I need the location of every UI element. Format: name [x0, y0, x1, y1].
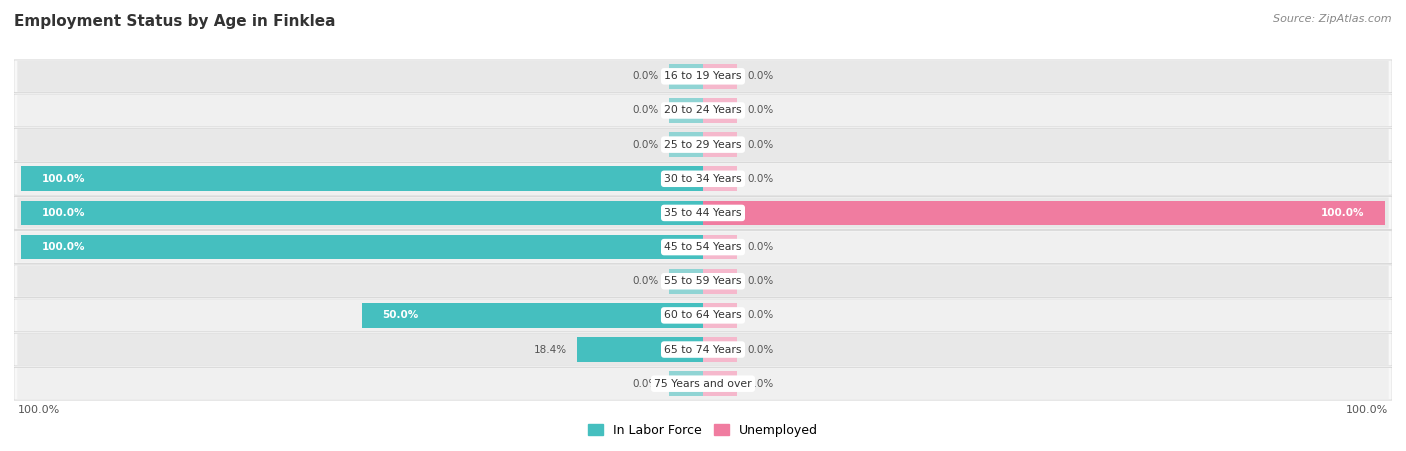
- Text: 35 to 44 Years: 35 to 44 Years: [664, 208, 742, 218]
- Bar: [703, 98, 737, 123]
- Bar: [703, 166, 737, 191]
- FancyBboxPatch shape: [14, 60, 1392, 93]
- Bar: [669, 372, 703, 396]
- Bar: [669, 64, 703, 88]
- Text: 0.0%: 0.0%: [633, 379, 658, 389]
- FancyBboxPatch shape: [14, 128, 1392, 161]
- FancyBboxPatch shape: [14, 231, 1392, 263]
- FancyBboxPatch shape: [17, 129, 1389, 160]
- Text: 0.0%: 0.0%: [748, 379, 773, 389]
- Text: 65 to 74 Years: 65 to 74 Years: [664, 345, 742, 354]
- Bar: [703, 201, 1385, 225]
- Bar: [361, 303, 703, 328]
- Text: 100.0%: 100.0%: [41, 208, 84, 218]
- Text: 100.0%: 100.0%: [1322, 208, 1365, 218]
- Bar: [703, 303, 737, 328]
- Text: 0.0%: 0.0%: [748, 106, 773, 115]
- Bar: [703, 269, 737, 294]
- Text: 25 to 29 Years: 25 to 29 Years: [664, 140, 742, 150]
- Text: 75 Years and over: 75 Years and over: [654, 379, 752, 389]
- Text: Source: ZipAtlas.com: Source: ZipAtlas.com: [1274, 14, 1392, 23]
- FancyBboxPatch shape: [17, 368, 1389, 399]
- Bar: [703, 235, 737, 259]
- Bar: [21, 166, 703, 191]
- Text: 0.0%: 0.0%: [748, 242, 773, 252]
- Text: 100.0%: 100.0%: [1347, 405, 1389, 415]
- Bar: [703, 132, 737, 157]
- FancyBboxPatch shape: [17, 163, 1389, 194]
- Bar: [21, 235, 703, 259]
- Text: 0.0%: 0.0%: [748, 276, 773, 286]
- Text: 18.4%: 18.4%: [534, 345, 567, 354]
- Text: 16 to 19 Years: 16 to 19 Years: [664, 71, 742, 81]
- FancyBboxPatch shape: [14, 299, 1392, 332]
- Text: 100.0%: 100.0%: [17, 405, 59, 415]
- Bar: [21, 201, 703, 225]
- Bar: [669, 269, 703, 294]
- FancyBboxPatch shape: [17, 95, 1389, 126]
- Text: 0.0%: 0.0%: [633, 106, 658, 115]
- Text: 100.0%: 100.0%: [41, 242, 84, 252]
- FancyBboxPatch shape: [17, 198, 1389, 229]
- FancyBboxPatch shape: [14, 333, 1392, 366]
- FancyBboxPatch shape: [17, 231, 1389, 262]
- Text: 100.0%: 100.0%: [41, 174, 84, 184]
- Text: 55 to 59 Years: 55 to 59 Years: [664, 276, 742, 286]
- Text: 0.0%: 0.0%: [633, 140, 658, 150]
- FancyBboxPatch shape: [17, 300, 1389, 331]
- Text: 30 to 34 Years: 30 to 34 Years: [664, 174, 742, 184]
- Bar: [578, 337, 703, 362]
- FancyBboxPatch shape: [14, 94, 1392, 127]
- Text: 60 to 64 Years: 60 to 64 Years: [664, 310, 742, 320]
- Bar: [703, 372, 737, 396]
- Bar: [703, 64, 737, 88]
- Text: 20 to 24 Years: 20 to 24 Years: [664, 106, 742, 115]
- Text: 0.0%: 0.0%: [633, 71, 658, 81]
- Bar: [703, 337, 737, 362]
- FancyBboxPatch shape: [17, 266, 1389, 297]
- FancyBboxPatch shape: [14, 162, 1392, 195]
- Text: 0.0%: 0.0%: [748, 174, 773, 184]
- FancyBboxPatch shape: [17, 61, 1389, 92]
- FancyBboxPatch shape: [14, 197, 1392, 229]
- Text: 0.0%: 0.0%: [748, 71, 773, 81]
- Legend: In Labor Force, Unemployed: In Labor Force, Unemployed: [583, 419, 823, 442]
- Text: 45 to 54 Years: 45 to 54 Years: [664, 242, 742, 252]
- Text: 50.0%: 50.0%: [382, 310, 419, 320]
- Text: 0.0%: 0.0%: [748, 140, 773, 150]
- FancyBboxPatch shape: [17, 334, 1389, 365]
- Text: Employment Status by Age in Finklea: Employment Status by Age in Finklea: [14, 14, 336, 28]
- Text: 0.0%: 0.0%: [748, 310, 773, 320]
- Text: 0.0%: 0.0%: [748, 345, 773, 354]
- Bar: [669, 132, 703, 157]
- FancyBboxPatch shape: [14, 265, 1392, 298]
- Bar: [669, 98, 703, 123]
- Text: 0.0%: 0.0%: [633, 276, 658, 286]
- FancyBboxPatch shape: [14, 367, 1392, 400]
